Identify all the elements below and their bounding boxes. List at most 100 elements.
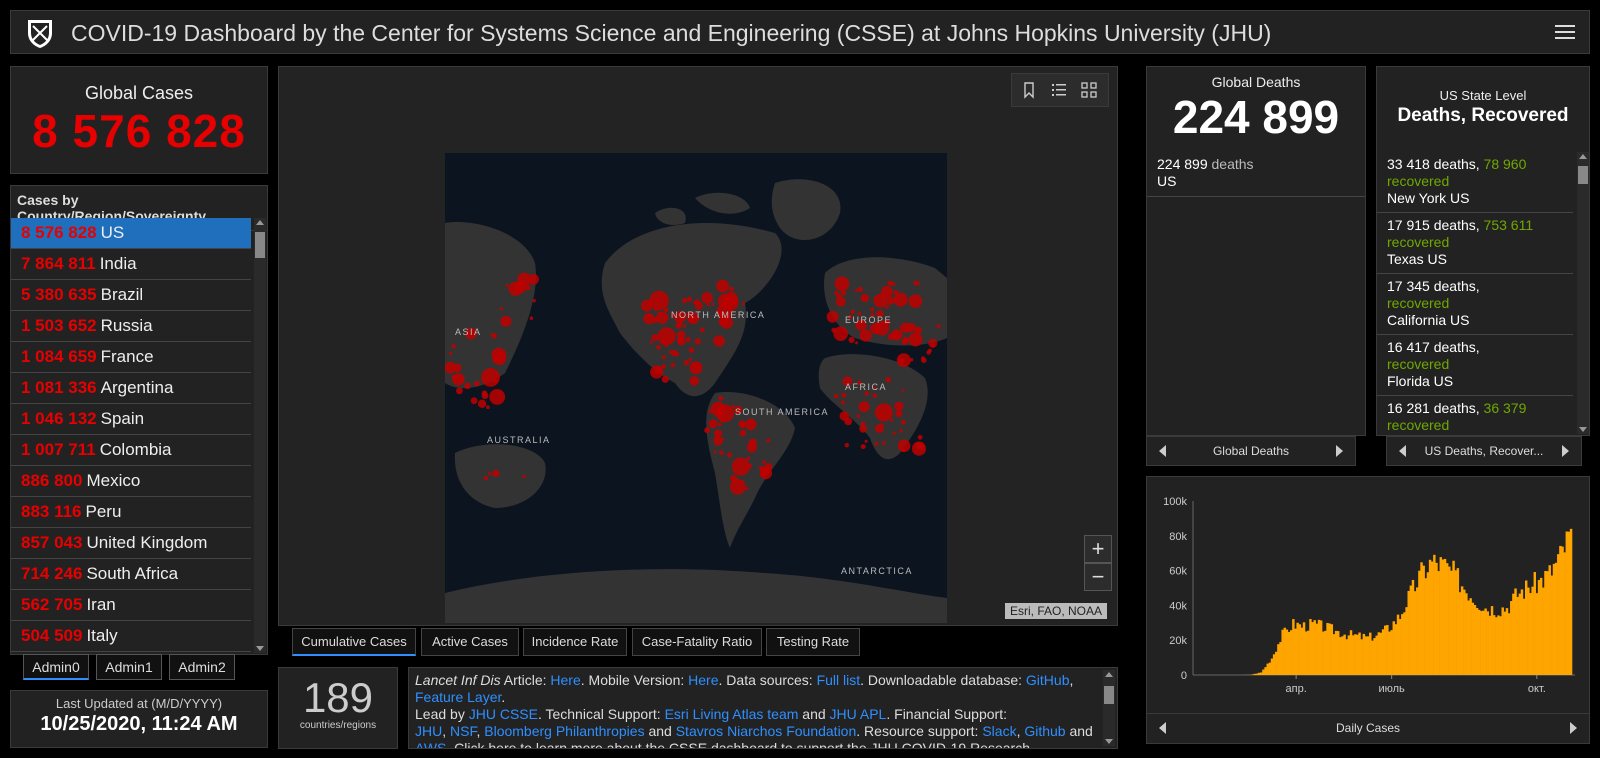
case-bubble[interactable] [840,290,847,296]
case-bubble[interactable] [858,401,870,413]
nsf-link[interactable]: NSF [450,723,477,739]
case-bubble[interactable] [676,330,686,340]
case-bubble[interactable] [657,298,660,302]
case-bubble[interactable] [864,391,869,396]
case-bubble[interactable] [738,420,746,428]
case-bubble[interactable] [833,393,839,399]
case-bubble[interactable] [488,472,492,476]
case-bubble[interactable] [731,404,735,409]
case-bubble[interactable] [661,375,669,383]
case-bubble[interactable] [651,334,659,342]
case-bubble[interactable] [870,307,875,312]
tab-incidence-rate[interactable]: Incidence Rate [523,628,627,656]
case-bubble[interactable] [720,418,725,423]
tab-admin1[interactable]: Admin1 [96,654,162,680]
case-bubble[interactable] [481,390,488,396]
country-row[interactable]: 7 864 811 India [11,249,251,280]
case-bubble[interactable] [677,337,686,346]
case-bubble[interactable] [664,342,669,346]
case-bubble[interactable] [694,338,701,345]
case-bubble[interactable] [876,310,884,318]
info-scrollbar[interactable] [1103,670,1115,746]
us-state-row[interactable]: 33 418 deaths, 78 960 recovered New York U… [1377,152,1573,213]
case-bubble[interactable] [833,326,848,341]
case-bubble[interactable] [848,314,853,320]
country-row[interactable]: 8 576 828 US [11,218,251,249]
case-bubble[interactable] [914,326,922,334]
case-bubble[interactable] [505,283,509,287]
case-bubble[interactable] [713,335,725,347]
case-bubble[interactable] [456,387,463,395]
case-bubble[interactable] [499,307,503,311]
case-bubble[interactable] [681,297,688,304]
case-bubble[interactable] [889,418,894,422]
case-bubble[interactable] [895,410,903,418]
country-row[interactable]: 1 081 336 Argentina [11,373,251,404]
case-bubble[interactable] [908,294,923,308]
country-row[interactable]: 714 246 South Africa [11,559,251,590]
aws-link[interactable]: AWS [415,740,447,749]
case-bubble[interactable] [445,361,457,374]
case-bubble[interactable] [911,441,927,456]
country-row[interactable]: 886 800 Mexico [11,466,251,497]
deaths-list-item[interactable]: 224 899 deaths US [1147,156,1365,197]
case-bubble[interactable] [492,469,500,477]
case-bubble[interactable] [674,352,679,357]
case-bubble[interactable] [901,448,906,452]
case-bubble[interactable] [650,365,664,379]
state-scroll-down-icon[interactable] [1579,427,1587,432]
case-bubble[interactable] [492,359,497,363]
case-bubble[interactable] [719,450,724,456]
country-list-scrollbar[interactable] [254,218,266,653]
us-state-row[interactable]: 17 915 deaths, 753 611 recovered Texas US [1377,213,1573,274]
case-bubble[interactable] [465,327,477,340]
case-bubble[interactable] [894,401,904,411]
info-scroll-up-icon[interactable] [1105,672,1113,677]
case-bubble[interactable] [668,350,672,354]
case-bubble[interactable] [860,296,865,300]
case-bubble[interactable] [764,462,773,471]
us-state-scrollbar[interactable] [1577,152,1589,434]
tab-case-fatality-ratio[interactable]: Case-Fatality Ratio [632,628,762,656]
case-bubble[interactable] [493,379,498,383]
chevron-left-icon[interactable] [1399,445,1406,457]
case-bubble[interactable] [525,284,531,291]
case-bubble[interactable] [902,336,909,344]
jhu-csse-link[interactable]: JHU CSSE [468,706,538,722]
case-bubble[interactable] [477,399,487,408]
state-scroll-up-icon[interactable] [1579,154,1587,159]
case-bubble[interactable] [936,324,941,329]
case-bubble[interactable] [891,329,903,341]
case-bubble[interactable] [874,403,893,422]
case-bubble[interactable] [717,293,733,308]
case-bubble[interactable] [860,421,866,427]
case-bubble[interactable] [875,424,884,433]
country-row[interactable]: 883 116 Peru [11,497,251,528]
case-bubble[interactable] [682,324,686,328]
case-bubble[interactable] [885,377,891,383]
case-bubble[interactable] [493,352,507,366]
daily-cases-chart[interactable]: 100k 80k 60k 40k 20k 0 апр. июль окт. [1147,477,1589,743]
map-panel[interactable]: ASIA NORTH AMERICA EUROPE AFRICA SOUTH A… [278,66,1118,626]
chevron-left-icon[interactable] [1159,445,1166,457]
chevron-right-icon[interactable] [1570,722,1577,734]
case-bubble[interactable] [855,319,867,331]
case-bubble[interactable] [842,376,853,387]
case-bubble[interactable] [886,296,895,305]
case-bubble[interactable] [734,405,743,415]
case-bubble[interactable] [708,419,718,429]
case-bubble[interactable] [740,480,744,484]
case-bubble[interactable] [481,368,500,387]
country-row[interactable]: 504 509 Italy [11,621,251,652]
jhu-apl-link[interactable]: JHU APL [829,706,887,722]
case-bubble[interactable] [689,376,700,386]
case-bubble[interactable] [674,311,687,323]
case-bubble[interactable] [700,327,705,333]
case-bubble[interactable] [704,427,710,434]
case-bubble[interactable] [860,444,866,450]
case-bubble[interactable] [901,419,906,425]
case-bubble[interactable] [641,299,653,312]
tab-testing-rate[interactable]: Testing Rate [766,628,860,656]
case-bubble[interactable] [695,364,701,370]
case-bubble[interactable] [841,392,847,398]
